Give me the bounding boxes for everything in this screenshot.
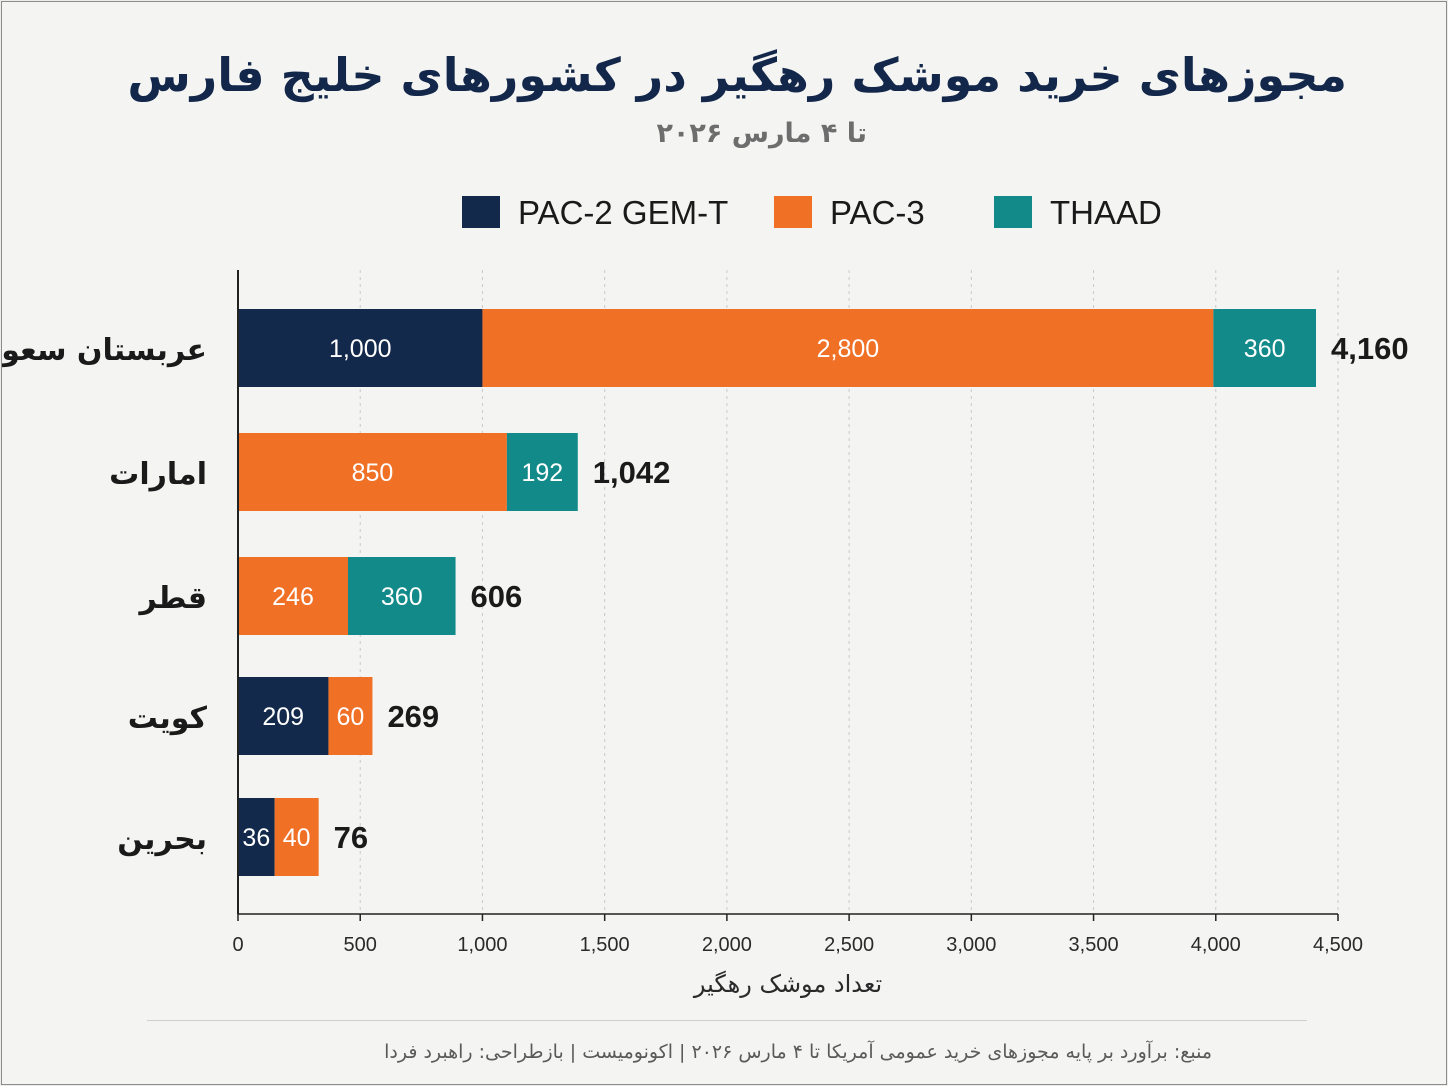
- category-label-1: امارات: [109, 457, 207, 492]
- total-label-4: 76: [334, 820, 368, 855]
- data-label-3-0: 209: [262, 703, 304, 731]
- data-label-1-2: 192: [521, 459, 563, 487]
- bar-segment-1-1: [238, 433, 507, 511]
- bar-segment-4-1: [274, 798, 319, 876]
- footer-divider: [147, 1020, 1307, 1021]
- x-tick-label-2: 1,000: [457, 934, 507, 956]
- legend-swatch-pac3: [774, 196, 812, 228]
- x-tick-label-8: 4,000: [1191, 934, 1241, 956]
- data-label-3-1: 60: [337, 703, 365, 731]
- bar-segment-3-0: [238, 677, 329, 755]
- bar-segment-1-2: [506, 433, 578, 511]
- data-label-0-0: 1,000: [329, 335, 392, 363]
- legend: PAC-2 GEM-T PAC-3 THAAD: [2, 188, 1448, 238]
- x-tick-label-7: 3,500: [1069, 934, 1119, 956]
- x-tick-label-9: 4,500: [1313, 934, 1363, 956]
- bar-segment-3-1: [328, 677, 373, 755]
- total-label-3: 269: [387, 699, 439, 734]
- legend-label-pac3: PAC-3: [830, 194, 925, 231]
- bar-segment-2-1: [238, 557, 348, 635]
- x-tick-label-6: 3,000: [946, 934, 996, 956]
- source-note: منبع: برآورد بر پایه مجوزهای خرید عمومی …: [384, 1041, 1212, 1063]
- category-label-0: عربستان سعودی: [2, 333, 207, 368]
- total-label-1: 1,042: [593, 455, 671, 490]
- bars: 1,000 2,800 360 4,160 عربستان سعودی 850 192 1,0…: [2, 309, 1409, 876]
- bar-segment-0-2: [1213, 309, 1316, 387]
- chart-title: مجوزهای خرید موشک رهگیر در کشورهای خلیج …: [127, 48, 1347, 102]
- legend-label-pac2: PAC-2 GEM-T: [518, 194, 729, 231]
- x-tick-label-1: 500: [344, 934, 377, 956]
- category-label-2: قطر: [137, 581, 207, 616]
- bar-segment-0-1: [482, 309, 1214, 387]
- data-label-2-1: 246: [272, 583, 314, 611]
- x-tick-label-4: 2,000: [702, 934, 752, 956]
- legend-swatch-pac2: [462, 196, 500, 228]
- data-label-2-2: 360: [381, 583, 423, 611]
- x-tick-label-0: 0: [232, 934, 243, 956]
- bar-segment-4-0: [238, 798, 275, 876]
- x-tick-label-3: 1,500: [580, 934, 630, 956]
- data-label-0-2: 360: [1244, 335, 1286, 363]
- bar-segment-0-0: [238, 309, 483, 387]
- x-axis-label: تعداد موشک رهگیر: [693, 970, 882, 998]
- category-label-4: بحرین: [117, 822, 207, 857]
- chart-subtitle: تا ۴ مارس ۲۰۲۶: [656, 118, 867, 149]
- total-label-2: 606: [471, 579, 523, 614]
- data-label-4-1: 40: [283, 824, 311, 852]
- data-label-0-1: 2,800: [817, 335, 880, 363]
- legend-swatch-thaad: [994, 196, 1032, 228]
- legend-label-thaad: THAAD: [1050, 194, 1162, 231]
- data-label-4-0: 36: [242, 824, 270, 852]
- axes: 0 500 1,000 1,500 2,000 2,500 3,000 3,500 4,000 4…: [232, 270, 1363, 998]
- bar-segment-2-2: [348, 557, 456, 635]
- total-label-0: 4,160: [1331, 331, 1409, 366]
- x-tick-label-5: 2,500: [824, 934, 874, 956]
- category-label-3: کویت: [128, 701, 208, 736]
- data-label-1-1: 850: [352, 459, 394, 487]
